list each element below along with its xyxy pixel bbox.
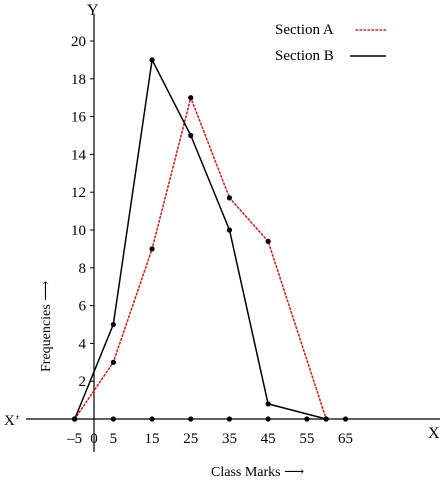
data-point-section-a <box>149 246 155 252</box>
x-axis-dot <box>342 416 349 422</box>
y-tick-label: 2 <box>79 374 87 390</box>
x-tick-label: 45 <box>261 431 276 447</box>
legend-label-section-a: Section A <box>275 22 334 38</box>
axis-ticks: 2 4 6 8 10 12 14 16 18 20 –5 0 5 15 25 35 45 55 65 <box>66 34 353 447</box>
x-axis-neg-label: X’ <box>4 413 20 429</box>
y-axis-end-label: Y <box>87 2 99 19</box>
data-point-section-a <box>226 195 233 201</box>
data-point-section-b <box>265 401 271 407</box>
series-line-section-a <box>73 96 328 420</box>
y-tick-label: 8 <box>79 261 87 277</box>
x-tick-label: –5 <box>66 431 82 447</box>
axes <box>26 15 440 452</box>
series-line-section-b <box>74 59 327 420</box>
data-series <box>72 57 329 422</box>
x-axis-dot <box>304 416 310 422</box>
x-tick-label: 0 <box>90 431 98 447</box>
data-point-section-b <box>226 227 233 233</box>
y-tick-label: 6 <box>79 299 87 315</box>
y-tick-label: 12 <box>71 185 86 201</box>
x-axis-dot <box>265 416 271 422</box>
legend: Section A Section B <box>275 22 387 64</box>
y-tick-label: 20 <box>71 34 86 50</box>
x-tick-label: 35 <box>222 431 237 447</box>
data-point-section-b <box>188 132 194 139</box>
data-point-section-b <box>72 416 78 422</box>
y-tick-label: 14 <box>71 147 87 163</box>
x-axis-end-label: X <box>428 425 440 442</box>
data-point-section-a <box>110 359 116 365</box>
x-tick-label: 55 <box>299 431 314 447</box>
x-tick-label: 65 <box>338 431 353 447</box>
y-tick-label: 18 <box>71 72 86 88</box>
x-axis-dot <box>110 416 116 422</box>
x-tick-label: 15 <box>145 431 160 447</box>
y-axis-title: Frequencies ⟶ <box>39 281 54 372</box>
x-axis-dot <box>149 416 155 422</box>
axis-labels: X’ X Y Class Marks ⟶ Frequencies ⟶ <box>4 2 440 480</box>
y-tick-label: 16 <box>71 110 87 126</box>
legend-label-section-b: Section B <box>275 48 334 64</box>
x-tick-label: 5 <box>110 431 118 447</box>
y-tick-label: 10 <box>71 223 86 239</box>
data-point-section-a <box>188 95 194 101</box>
data-point-section-b <box>149 57 155 63</box>
x-axis-dot <box>226 416 233 422</box>
data-point-section-b <box>110 321 116 328</box>
y-tick-label: 4 <box>79 336 87 352</box>
x-axis-dot <box>188 416 194 422</box>
data-point-section-b <box>323 416 329 422</box>
x-tick-label: 25 <box>183 431 198 447</box>
x-axis-title: Class Marks ⟶ <box>211 465 304 480</box>
data-point-section-a <box>265 238 271 244</box>
